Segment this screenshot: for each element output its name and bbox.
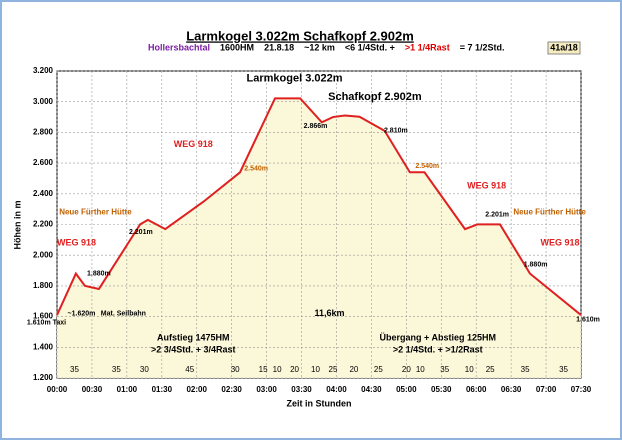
segment-minutes: 45 <box>185 365 194 374</box>
subtitle-part: = 7 1/2Std. <box>460 42 505 52</box>
segment-minutes: 10 <box>465 365 474 374</box>
y-tick-label: 1.400 <box>33 342 54 351</box>
annotation: 2.201m <box>485 211 509 218</box>
segment-minutes: 30 <box>231 365 240 374</box>
subtitle-part: >1 1/4Rast <box>405 42 450 52</box>
y-tick-label: 3.000 <box>33 97 54 106</box>
y-tick-label: 2.000 <box>33 250 54 259</box>
annotation: >2 1/4Std. + >1/2Rast <box>393 345 483 355</box>
subtitle-part: Hollersbachtal <box>148 42 210 52</box>
segment-minutes: 20 <box>290 365 299 374</box>
annotation: Schafkopf 2.902m <box>328 91 422 103</box>
segment-minutes: 20 <box>402 365 411 374</box>
y-tick-label: 3.200 <box>33 66 54 75</box>
annotation: WEG 918 <box>541 237 580 247</box>
y-tick-label: 2.800 <box>33 128 54 137</box>
x-tick-label: 00:30 <box>82 385 103 394</box>
x-axis-label: Zeit in Stunden <box>287 398 352 408</box>
x-tick-label: 02:30 <box>221 385 242 394</box>
annotation: 1.880m <box>524 261 548 268</box>
y-tick-label: 1.800 <box>33 281 54 290</box>
x-tick-label: 06:00 <box>466 385 487 394</box>
x-tick-label: 05:00 <box>396 385 417 394</box>
annotation: 2.201m <box>129 229 153 236</box>
segment-minutes: 25 <box>374 365 383 374</box>
subtitle-part: <6 1/4Std. + <box>345 42 395 52</box>
annotation: 2.540m <box>244 165 268 172</box>
profile-line <box>56 97 582 316</box>
x-tick-label: 06:30 <box>501 385 522 394</box>
subtitle-part: 1600HM <box>220 42 254 52</box>
segment-minutes: 10 <box>416 365 425 374</box>
segment-minutes: 10 <box>273 365 282 374</box>
annotation: >2 3/4Std. + 3/4Rast <box>151 345 236 355</box>
subtitle-part: ~12 km <box>304 42 335 52</box>
annotation: 1.880m <box>87 270 111 277</box>
annotation: WEG 918 <box>57 237 96 247</box>
x-tick-label: 07:30 <box>571 385 592 394</box>
x-tick-label: 00:00 <box>47 385 68 394</box>
chart-title: Larmkogel 3.022m Schafkopf 2.902m <box>186 28 414 43</box>
y-tick-label: 2.400 <box>33 189 54 198</box>
badge-box <box>547 41 581 55</box>
annotation: 2.540m <box>415 163 439 170</box>
segment-minutes: 35 <box>521 365 530 374</box>
annotation: WEG 918 <box>467 181 506 191</box>
y-tick-label: 1.200 <box>33 373 54 382</box>
annotation: Aufstieg 1475HM <box>157 332 230 342</box>
x-tick-label: 04:30 <box>361 385 382 394</box>
annotation: Neue Fürther Hütte <box>513 207 586 216</box>
x-tick-label: 03:00 <box>256 385 277 394</box>
badge: 41a/18 <box>550 42 578 52</box>
segment-minutes: 35 <box>559 365 568 374</box>
x-tick-label: 02:00 <box>186 385 207 394</box>
x-tick-label: 05:30 <box>431 385 452 394</box>
subtitle-part: 21.8.18 <box>264 42 294 52</box>
annotation: 1.610m <box>576 317 600 324</box>
annotation: ~1.620m <box>68 310 96 317</box>
y-tick-label: 2.600 <box>33 158 54 167</box>
x-tick-label: 07:00 <box>536 385 557 394</box>
segment-minutes: 25 <box>329 365 338 374</box>
segment-minutes: 30 <box>140 365 149 374</box>
x-tick-label: 01:30 <box>152 385 173 394</box>
annotation: Mat. Seilbahn <box>101 310 146 317</box>
annotation: 2.866m <box>304 123 328 130</box>
x-tick-label: 01:00 <box>117 385 138 394</box>
segment-minutes: 20 <box>349 365 358 374</box>
segment-minutes: 15 <box>259 365 268 374</box>
x-tick-label: 03:30 <box>291 385 312 394</box>
segment-minutes: 35 <box>112 365 121 374</box>
segment-minutes: 35 <box>70 365 79 374</box>
annotation: Larmkogel 3.022m <box>247 73 343 85</box>
annotation: 1.610m Taxi <box>27 320 66 327</box>
y-tick-label: 1.600 <box>33 312 54 321</box>
segment-minutes: 25 <box>486 365 495 374</box>
y-tick-label: 2.200 <box>33 220 54 229</box>
profile-fill <box>57 98 581 378</box>
annotation: Übergang + Abstieg 125HM <box>380 332 496 342</box>
annotation: 11,6km <box>314 308 344 318</box>
annotation: Neue Fürther Hütte <box>59 207 132 216</box>
segment-minutes: 10 <box>311 365 320 374</box>
segment-minutes: 35 <box>440 365 449 374</box>
x-tick-label: 04:00 <box>326 385 347 394</box>
annotation: 2.810m <box>384 128 408 135</box>
annotation: WEG 918 <box>174 139 213 149</box>
y-axis-label: Höhen in m <box>12 201 22 250</box>
